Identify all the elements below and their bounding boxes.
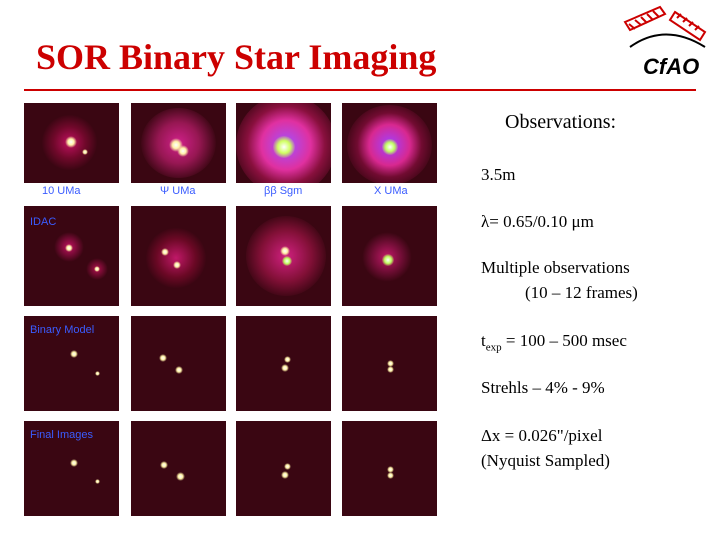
multiple-observations-text: Multiple observations [481,258,630,277]
exposure-time-text: texp = 100 – 500 msec [481,331,627,353]
slide-title: SOR Binary Star Imaging [36,37,437,77]
panel-final-4 [342,421,437,516]
image-grid: 10 UMa Ψ UMa ββ Sgm X UMa IDAC Bin [24,103,442,518]
label-idac: IDAC [30,216,57,228]
texp-value: = 100 – 500 msec [501,331,627,350]
texp-symbol: t [481,331,486,350]
panel-beta-sgm [236,103,331,183]
panel-x-uma [342,103,437,183]
panel-model-1 [24,316,119,411]
nyquist-text: (Nyquist Sampled) [481,451,610,470]
panel-model-4 [342,316,437,411]
panel-model-2 [131,316,226,411]
observations-heading: Observations: [505,111,617,133]
strehls-text: Strehls – 4% - 9% [481,378,605,397]
title-rule [24,89,696,91]
panel-idac-2 [131,206,226,306]
frames-text: (10 – 12 frames) [525,283,638,302]
panel-idac-1 [24,206,119,306]
cfao-logo-icon: CfAO [623,5,707,79]
label-x-uma: X UMa [374,185,408,197]
panel-final-2 [131,421,226,516]
wavelength-text: λ= 0.65/0.10 μm [481,212,594,231]
pixel-scale-text: Δx = 0.026"/pixel [481,426,603,445]
label-10uma: 10 UMa [42,185,81,197]
panel-psi-uma [131,103,226,183]
svg-text:CfAO: CfAO [643,54,699,79]
aperture-text: 3.5m [481,165,516,184]
panel-final-3 [236,421,331,516]
label-psi-uma: Ψ UMa [160,185,196,197]
texp-subscript: exp [485,341,502,354]
label-binary-model: Binary Model [30,324,95,336]
panel-idac-3 [236,206,331,306]
cfao-logo: CfAO [615,2,715,82]
panel-10uma [24,103,119,183]
panel-idac-4 [342,206,437,306]
panel-final-1 [24,421,119,516]
label-final-images: Final Images [30,429,93,441]
label-beta-sgm: ββ Sgm [264,185,303,197]
panel-model-3 [236,316,331,411]
